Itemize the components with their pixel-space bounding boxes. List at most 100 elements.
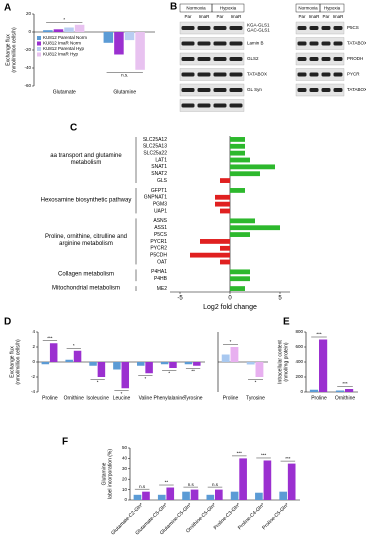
y-tick-label: 10 (122, 487, 128, 492)
blot-band (181, 103, 195, 108)
y-tick-label: SLC25A13 (143, 144, 167, 150)
bar (121, 362, 130, 389)
legend-swatch (37, 36, 41, 40)
bar (145, 362, 153, 374)
blot-band (229, 72, 243, 77)
blot-band (229, 103, 243, 108)
y-tick-label: PYCR1 (150, 239, 167, 245)
y-tick-label: P4HB (154, 276, 168, 282)
legend-label: KU812 ImaR Norm (43, 41, 81, 46)
blot-band (197, 72, 211, 77)
y-tick-label: 20 (122, 476, 128, 481)
blot (179, 99, 245, 112)
lane-label: ImaR (309, 14, 321, 19)
y-axis-label: Exchange flux (9, 346, 15, 378)
blot (295, 37, 345, 50)
y-tick-label: ASS1 (154, 225, 167, 231)
legend-label: KU812 Parental Norm (43, 35, 87, 40)
blot-label: PYCR (347, 72, 360, 77)
x-tick-label: Tyrosine (246, 395, 265, 401)
panel-letter: B (170, 2, 177, 13)
bar (215, 489, 223, 500)
group-label: aa transport and glutamine metabolism (50, 153, 122, 166)
blot-band (321, 26, 331, 30)
blot-band (321, 72, 331, 77)
y-tick-label: LAT1 (155, 157, 167, 163)
blot-label: KGA-GLS1 (247, 23, 270, 28)
lane-label: Par (216, 14, 224, 19)
blot-band (197, 57, 211, 61)
bar (200, 239, 230, 244)
y-tick-label: 30 (122, 466, 128, 471)
blot-band (197, 26, 211, 30)
bar (220, 178, 230, 183)
blot-band (229, 41, 243, 46)
blot (295, 21, 345, 35)
x-tick-label: Valine (139, 395, 153, 401)
blot-label: TATABOX (347, 87, 366, 92)
significance: n.s. (121, 72, 128, 77)
blot-band (181, 57, 195, 61)
bar (157, 494, 166, 500)
x-tick-label: Tyrosine (184, 395, 203, 401)
blot-band (181, 88, 195, 92)
condition-box (211, 3, 245, 13)
condition-box (319, 3, 345, 13)
group-label: Proline, ornithine, citrulline and argin… (44, 234, 128, 248)
bar (184, 362, 193, 365)
x-tick-label: 5 (278, 296, 282, 302)
bar (113, 362, 121, 370)
blot (179, 83, 245, 97)
y-tick-label: PGM3 (153, 201, 167, 207)
y-tick-label: -2 (31, 374, 35, 379)
y-tick-label: 20 (26, 11, 32, 16)
y-tick-label: ME2 (157, 286, 168, 292)
bar (246, 362, 255, 365)
y-tick-label: GFPT1 (151, 188, 167, 194)
legend-swatch (37, 52, 41, 57)
blot (179, 21, 245, 35)
significance: *** (285, 456, 291, 461)
significance: n.s (139, 484, 146, 489)
y-tick-label: 200 (295, 374, 303, 379)
condition-label: Hypoxia (220, 5, 237, 10)
lane-label: ImaR (333, 14, 345, 19)
significance: * (121, 391, 123, 396)
bar (309, 389, 319, 392)
bar (230, 143, 245, 149)
blot (179, 52, 245, 66)
bar (230, 225, 280, 231)
blot-band (309, 26, 319, 30)
y-tick-label: ASNS (153, 218, 167, 224)
bar (279, 491, 288, 500)
bar (65, 359, 73, 362)
lane-label: Par (184, 14, 192, 19)
y-tick-label: PYCR2 (150, 246, 167, 252)
bar (137, 362, 145, 366)
blot-label: Lamin B (247, 41, 264, 46)
x-axis-label: Log2 fold change (203, 304, 257, 311)
bar (230, 276, 250, 282)
significance: n.s (188, 482, 195, 487)
blot-band (333, 57, 343, 61)
bar (230, 286, 245, 291)
blot (295, 83, 345, 97)
x-tick-label: Proline (311, 395, 327, 401)
bar (190, 252, 230, 258)
blot-band (213, 103, 227, 108)
x-tick-label: Leucine (113, 395, 131, 401)
panel-letter: D (4, 317, 11, 328)
bar (263, 460, 272, 500)
group-label: Hexosamine biosynthetic pathway (40, 197, 132, 204)
blot-band (297, 57, 307, 61)
y-axis-label: (nmol/million cells/h) (15, 339, 21, 385)
significance: *** (316, 332, 322, 337)
bar (190, 489, 199, 500)
blot-band (309, 41, 319, 46)
x-tick-label: Ornithine (335, 395, 356, 401)
bar (135, 32, 145, 70)
significance: * (73, 343, 75, 348)
condition-label: Normoxia (186, 5, 206, 10)
